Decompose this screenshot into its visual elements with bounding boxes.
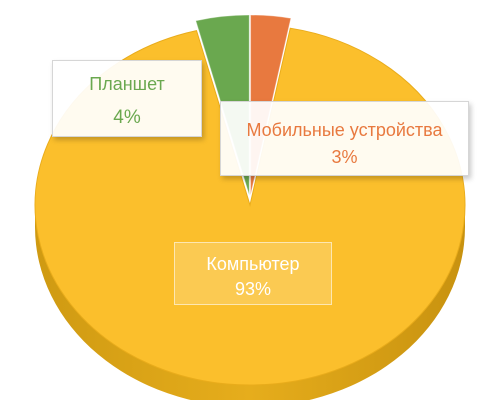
mobile-label-percent: 3%: [331, 147, 358, 167]
computer-label: Компьютер 93%: [174, 242, 332, 305]
mobile-label: Мобильные устройства 3%: [220, 101, 469, 176]
computer-label-percent: 93%: [234, 279, 272, 299]
mobile-label-name: Мобильные устройства: [246, 120, 443, 140]
tablet-label-name: Планшет: [89, 74, 165, 94]
computer-label-name: Компьютер: [206, 254, 300, 274]
tablet-label-percent: 4%: [113, 107, 141, 128]
tablet-label: Планшет 4%: [52, 60, 202, 137]
